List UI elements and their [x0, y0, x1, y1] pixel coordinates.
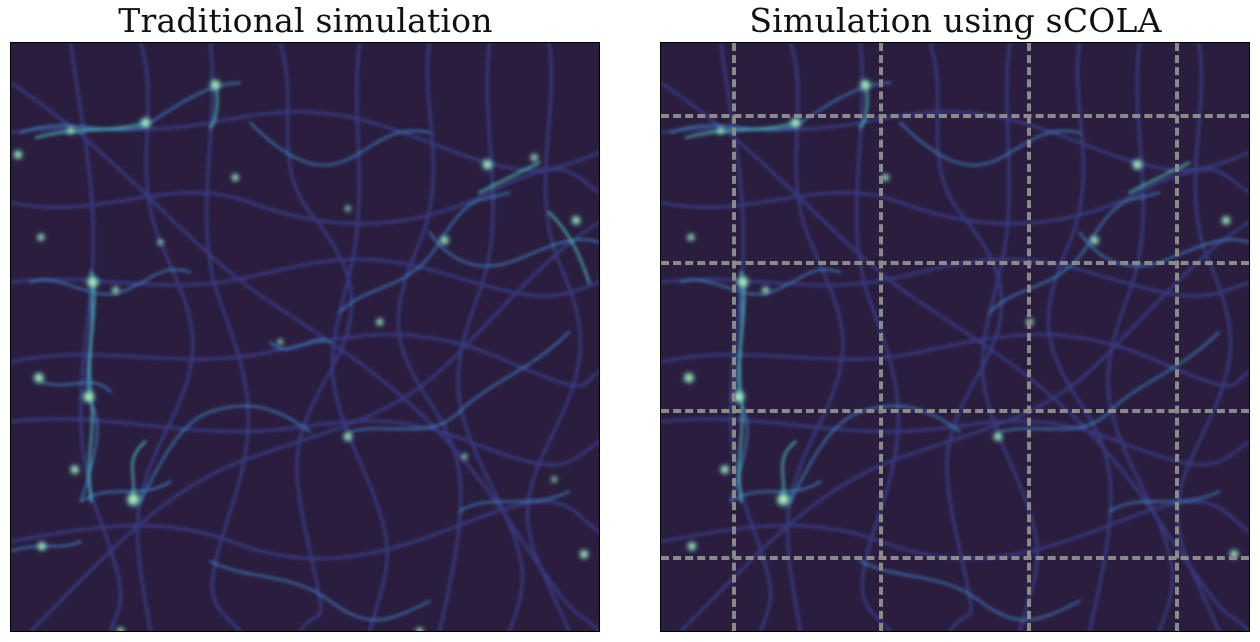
- tile-boundary-vertical-1: [732, 43, 736, 631]
- tile-boundary-vertical-3: [1027, 43, 1031, 631]
- tile-boundary-vertical-4: [1175, 43, 1179, 631]
- tile-boundary-horizontal-2: [661, 261, 1249, 265]
- right-panel-title: Simulation using sCOLA: [749, 1, 1162, 40]
- scola-simulation-density-map: [660, 42, 1250, 632]
- tile-boundary-horizontal-3: [661, 409, 1249, 413]
- tile-boundary-horizontal-4: [661, 556, 1249, 560]
- tile-boundary-horizontal-1: [661, 114, 1249, 118]
- cosmic-web-image: [11, 43, 599, 631]
- tile-boundary-vertical-2: [879, 43, 883, 631]
- left-panel-title: Traditional simulation: [118, 1, 493, 40]
- cosmic-web-image: [661, 43, 1249, 631]
- traditional-simulation-density-map: [10, 42, 600, 632]
